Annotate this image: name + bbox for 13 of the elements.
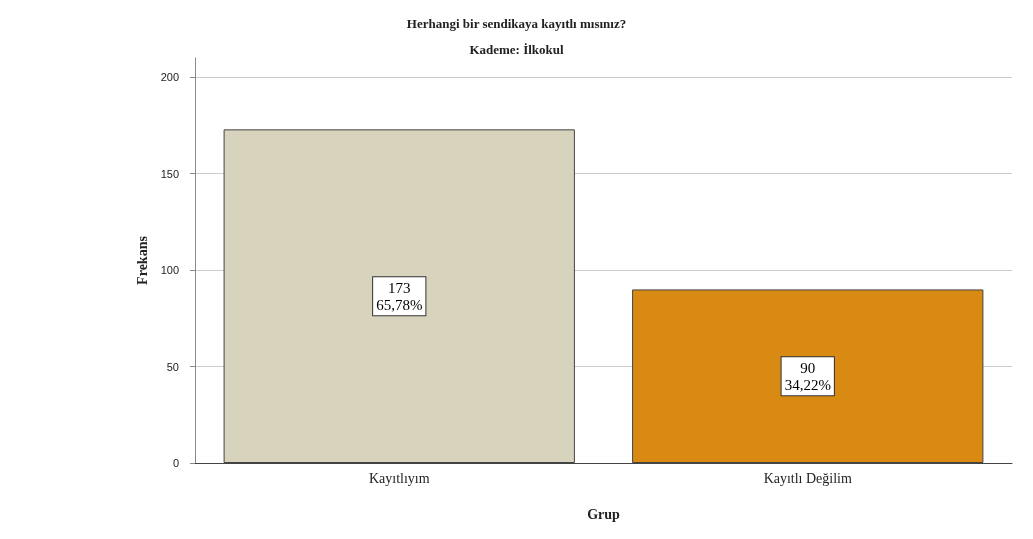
x-tick-label: Kayıtlıyım	[368, 470, 430, 486]
x-tick-label: Kayıtlı Değilim	[763, 470, 852, 486]
data-label: 90 34,22%	[784, 359, 831, 393]
y-axis-title: Frekans	[134, 235, 150, 285]
y-tick-label: 200	[160, 71, 179, 84]
data-label: 173 65,78%	[376, 279, 423, 313]
x-axis-title: Grup	[587, 506, 621, 522]
chart-title: Herhangi bir sendikaya kayıtlı mısınız?	[406, 16, 627, 31]
y-tick-label: 100	[160, 264, 179, 277]
y-tick-label: 0	[172, 457, 179, 469]
chart-subtitle: Kademe: İlkokul	[469, 42, 565, 57]
y-tick-label: 150	[160, 167, 179, 180]
y-tick-label: 50	[166, 360, 179, 373]
